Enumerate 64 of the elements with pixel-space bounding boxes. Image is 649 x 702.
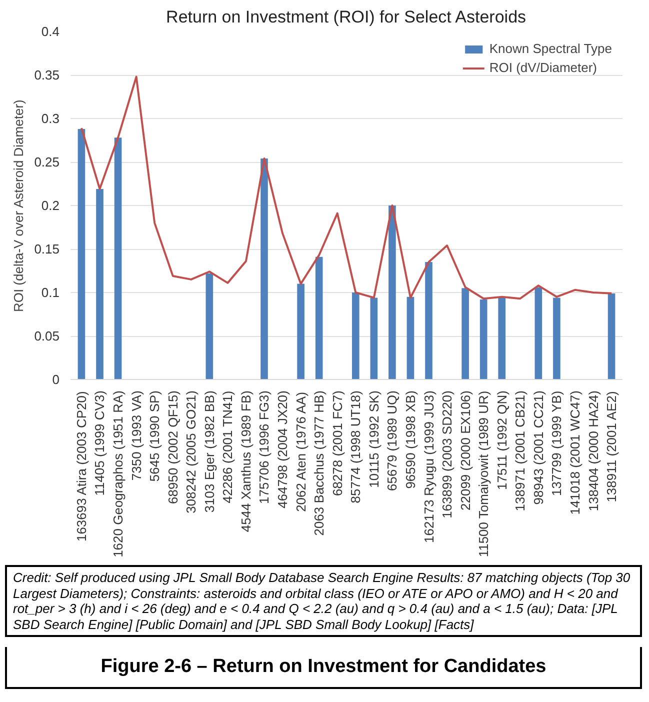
text: Credit: Self produced using JPL Small Body Database Search Engine Results: 87 matching objects (Top 30 Largest Diameters); Constraints: asteroids and orbital class (IEO or ATE or APO or AMO) and H < 20 and rot_per > 3 (h) and i < 26 (deg) and e < 0.4 and Q < 2.2 (au) and q > 0.4 (au) and a < 1.5 (au); Data: [JPL SBD Search Engine] [Public Domain] and [JPL SBD Small Body Lookup] [Facts] <box>5 565 642 638</box>
chart-title: Return on Investment (ROI) for Select Asteroids <box>166 8 526 26</box>
x-tick-label: 11405 (1999 CV3) <box>92 390 108 496</box>
bar <box>553 298 560 380</box>
x-tick-label: 4544 Xanthus (1989 FB) <box>238 390 254 532</box>
bar <box>462 288 469 380</box>
x-tick-label: 96590 (1998 XB) <box>402 390 418 489</box>
y-tick-label: 0.4 <box>41 24 60 39</box>
x-tick-label: 7350 (1993 VA) <box>128 390 144 481</box>
x-tick-label: 464798 (2004 JX20) <box>275 390 290 508</box>
x-tick-label: 163899 (2003 SD220) <box>440 390 455 518</box>
x-tick-label: 1620 Geographos (1951 RA) <box>110 390 126 558</box>
legend-label: ROI (dV/Diameter) <box>489 60 598 75</box>
bar <box>370 298 378 380</box>
bar <box>498 298 506 380</box>
x-tick-label: 163693 Atira (2003 CP20) <box>74 391 89 542</box>
x-tick-label: 17511 (1992 QN) <box>494 390 510 490</box>
x-tick-label: 308242 (2005 GO21) <box>184 390 199 514</box>
bar <box>78 128 86 380</box>
x-tick-label: 2062 Aten (1976 AA) <box>293 392 308 512</box>
line-series <box>80 76 613 300</box>
bar <box>206 273 214 380</box>
bar <box>388 206 396 380</box>
x-tick-label: 138911 (2001 AE2) <box>604 391 620 502</box>
x-tick-label: 11500 Tomaiyowit (1989 UR) <box>476 390 492 558</box>
bar <box>114 138 122 380</box>
y-tick-label: 0.15 <box>34 242 60 256</box>
bar <box>608 293 616 380</box>
x-tick-label: 85774 (1998 UT18) <box>348 390 364 504</box>
x-tick-label: 42286 (2001 TN41) <box>220 390 236 504</box>
y-tick-label: 0 <box>52 372 60 387</box>
x-tick-label: 22099 (2000 EX106) <box>458 390 473 510</box>
x-tick-label: 137799 (1999 YB) <box>549 390 564 496</box>
y-tick-label: 0.1 <box>41 285 60 300</box>
y-tick-label: 0.05 <box>34 328 60 344</box>
bar <box>315 256 323 380</box>
bar <box>96 188 104 380</box>
x-tick-label: 98943 (2001 CC21) <box>530 390 546 505</box>
x-tick-label: 68278 (2001 FC7) <box>330 390 345 496</box>
x-tick-label: 65679 (1989 UQ) <box>384 390 400 491</box>
bar <box>352 292 360 380</box>
bar <box>534 287 542 380</box>
x-tick-label: 3103 Eger (1982 BB) <box>202 390 217 513</box>
legend-label: Known Spectral Type <box>489 41 612 56</box>
x-tick-label: 138404 (2000 HA24) <box>586 390 601 512</box>
x-tick-label: 175706 (1996 FG3) <box>256 390 272 504</box>
y-axis-title: ROI (delta-V over Asteroid Diameter) <box>11 100 26 312</box>
x-tick-label: 2063 Bacchus (1977 HB) <box>312 390 327 536</box>
caption: Figure 2-6 – Return on Investment for Candidates <box>5 647 642 689</box>
x-tick-label: 68950 (2002 QF15) <box>165 390 180 504</box>
bar <box>297 284 304 380</box>
x-tick-label: 10115 (1992 SK) <box>366 390 382 488</box>
x-tick-label: 141018 (2001 WC47) <box>567 390 582 515</box>
x-tick-label: 5645 (1990 SP) <box>147 390 162 482</box>
y-tick-label: 0.25 <box>34 154 60 170</box>
bar <box>425 262 432 380</box>
y-tick-label: 0.2 <box>41 198 60 213</box>
x-tick-label: 138971 (2001 CB21) <box>512 390 528 512</box>
y-tick-label: 0.35 <box>34 68 60 82</box>
bar <box>406 296 414 380</box>
y-tick-label: 0.3 <box>41 111 60 126</box>
bar <box>260 158 268 380</box>
bar <box>480 299 488 380</box>
x-tick-label: 162173 Ryugu (1999 JU3) <box>421 390 436 543</box>
